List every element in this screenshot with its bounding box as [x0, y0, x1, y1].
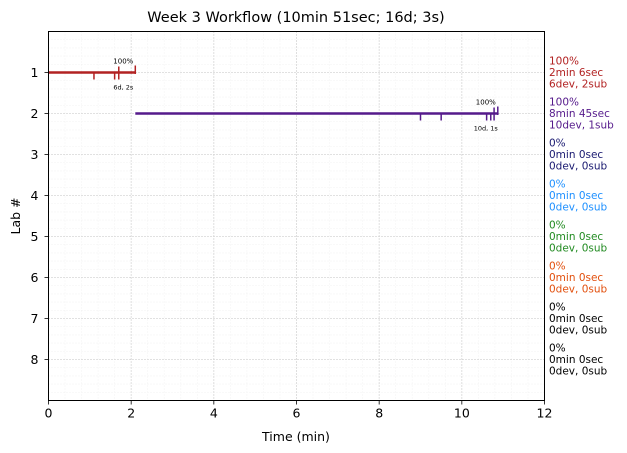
x-tick-label: 10	[454, 406, 470, 421]
bar-percent-label: 100%	[476, 99, 496, 107]
lab-7-side-label: 0dev, 0sub	[549, 325, 608, 337]
x-axis-label: Time (min)	[261, 429, 330, 444]
y-tick-label: 6	[31, 270, 39, 285]
lab-2-side-label: 100%	[549, 97, 579, 109]
lab-3-side-label: 0%	[549, 138, 566, 150]
lab-1-side-label: 2min 6sec	[549, 67, 603, 79]
lab-1-side-label: 100%	[549, 56, 579, 68]
bar-percent-label: 100%	[113, 58, 133, 66]
lab-4-side-label: 0min 0sec	[549, 190, 603, 202]
y-tick-label: 2	[31, 106, 39, 121]
lab-5-side-label: 0%	[549, 220, 566, 232]
lab-6-side-label: 0%	[549, 261, 566, 273]
y-tick-label: 3	[31, 147, 39, 162]
bar-count-label: 6d, 2s	[113, 84, 134, 92]
lab-1-side-label: 6dev, 2sub	[549, 79, 608, 91]
lab-8-side-label: 0%	[549, 343, 566, 355]
lab-6-side-label: 0min 0sec	[549, 272, 603, 284]
lab-4-side-label: 0%	[549, 179, 566, 191]
lab-2-side-label: 8min 45sec	[549, 108, 610, 120]
lab-8-side-label: 0dev, 0sub	[549, 366, 608, 378]
lab-3-side-label: 0dev, 0sub	[549, 161, 608, 173]
x-tick-label: 2	[127, 406, 135, 421]
y-tick-label: 4	[31, 188, 39, 203]
y-tick-label: 1	[31, 65, 39, 80]
lab-8-side-label: 0min 0sec	[549, 354, 603, 366]
x-tick-label: 4	[210, 406, 218, 421]
bar-count-label: 10d, 1s	[474, 125, 499, 133]
x-tick-label: 6	[293, 406, 301, 421]
lab-5-side-label: 0dev, 0sub	[549, 243, 608, 255]
x-tick-label: 8	[375, 406, 383, 421]
lab-4-side-label: 0dev, 0sub	[549, 202, 608, 214]
lab-6-side-label: 0dev, 0sub	[549, 284, 608, 296]
x-tick-label: 12	[537, 406, 553, 421]
chart-title: Week 3 Workflow (10min 51sec; 16d; 3s)	[147, 10, 444, 26]
lab-3-side-label: 0min 0sec	[549, 149, 603, 161]
x-tick-label: 0	[45, 406, 53, 421]
lab-5-side-label: 0min 0sec	[549, 231, 603, 243]
y-tick-label: 7	[31, 311, 39, 326]
marks-layer: 100% 6d, 2s 100% 10d, 1s	[48, 58, 499, 133]
lab-7-side-label: 0min 0sec	[549, 313, 603, 325]
y-axis-label: Lab #	[8, 197, 23, 234]
lab-7-side-label: 0%	[549, 302, 566, 314]
y-tick-label: 5	[31, 229, 39, 244]
y-tick-label: 8	[31, 352, 39, 367]
lab-2-side-label: 10dev, 1sub	[549, 120, 614, 132]
